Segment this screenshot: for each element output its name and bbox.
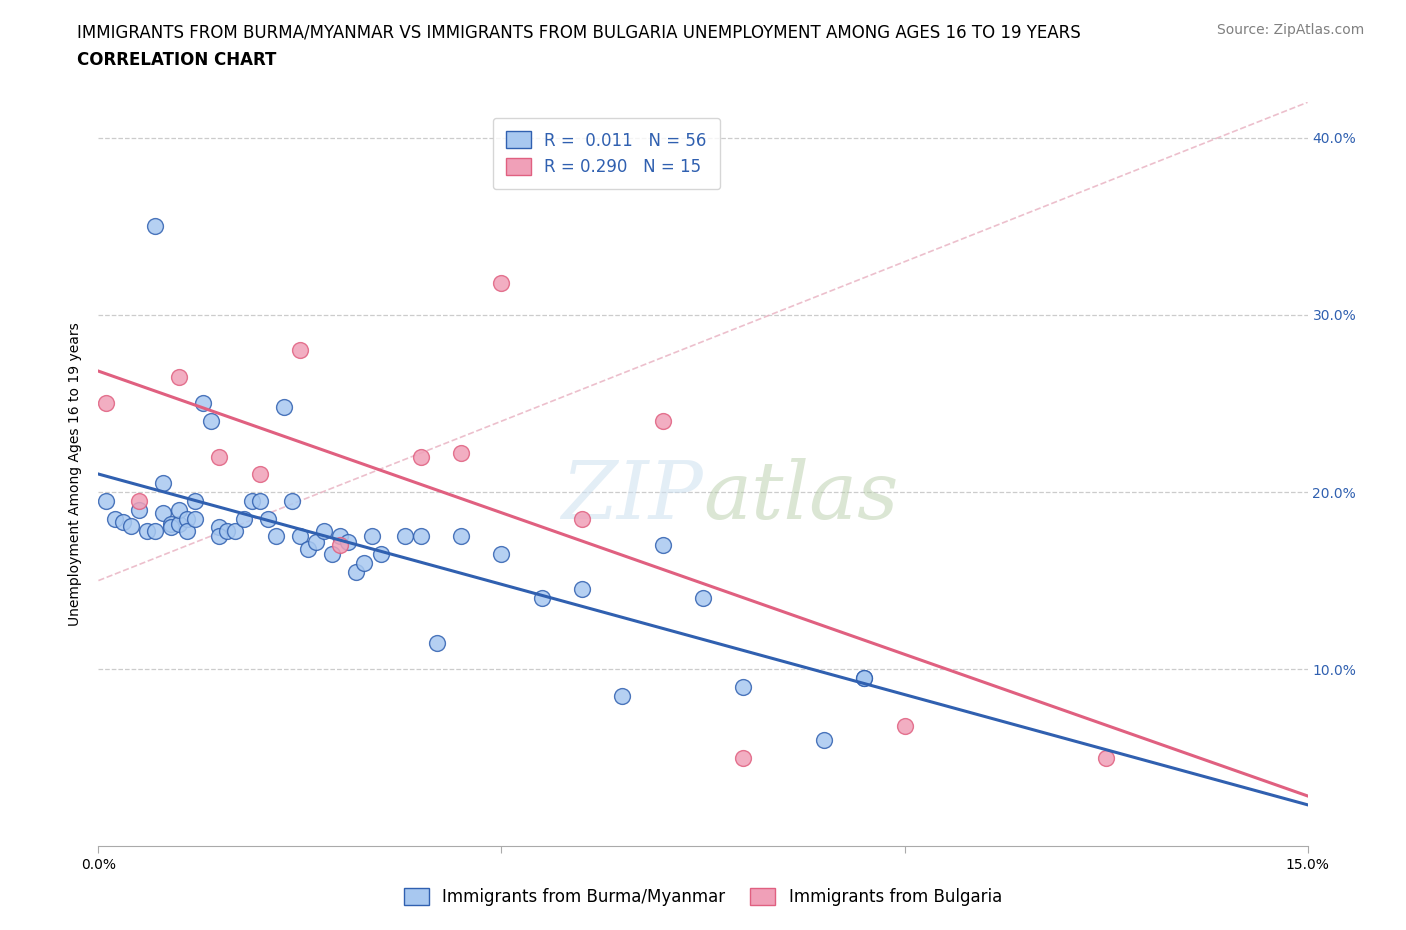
Point	[426, 635, 449, 650]
Point	[394, 529, 416, 544]
Text: ZIP: ZIP	[561, 458, 703, 536]
Point	[208, 449, 231, 464]
Point	[329, 538, 352, 552]
Point	[651, 414, 673, 429]
Point	[249, 494, 271, 509]
Point	[96, 494, 118, 509]
Point	[409, 529, 432, 544]
Point	[167, 502, 190, 517]
Text: IMMIGRANTS FROM BURMA/MYANMAR VS IMMIGRANTS FROM BULGARIA UNEMPLOYMENT AMONG AGE: IMMIGRANTS FROM BURMA/MYANMAR VS IMMIGRA…	[77, 23, 1081, 41]
Text: Source: ZipAtlas.com: Source: ZipAtlas.com	[1216, 23, 1364, 37]
Point	[321, 547, 343, 562]
Point	[184, 494, 207, 509]
Point	[344, 565, 367, 579]
Point	[152, 506, 174, 521]
Point	[224, 524, 246, 538]
Point	[353, 555, 375, 570]
Point	[176, 524, 198, 538]
Point	[491, 547, 513, 562]
Legend: Immigrants from Burma/Myanmar, Immigrants from Bulgaria: Immigrants from Burma/Myanmar, Immigrant…	[398, 881, 1008, 912]
Text: atlas: atlas	[703, 458, 898, 536]
Point	[232, 512, 254, 526]
Point	[273, 400, 295, 415]
Legend: R =  0.011   N = 56, R = 0.290   N = 15: R = 0.011 N = 56, R = 0.290 N = 15	[492, 118, 720, 190]
Point	[240, 494, 263, 509]
Point	[733, 680, 755, 695]
Point	[167, 369, 190, 384]
Point	[361, 529, 384, 544]
Point	[208, 520, 231, 535]
Point	[813, 733, 835, 748]
Point	[288, 529, 311, 544]
Point	[530, 591, 553, 605]
Point	[370, 547, 392, 562]
Point	[217, 524, 239, 538]
Point	[893, 718, 915, 733]
Point	[103, 512, 125, 526]
Point	[337, 534, 360, 549]
Point	[733, 751, 755, 765]
Point	[288, 343, 311, 358]
Point	[208, 529, 231, 544]
Point	[571, 512, 593, 526]
Point	[491, 275, 513, 290]
Text: CORRELATION CHART: CORRELATION CHART	[77, 51, 277, 69]
Point	[853, 671, 876, 685]
Point	[167, 516, 190, 531]
Point	[329, 529, 352, 544]
Point	[651, 538, 673, 552]
Point	[176, 512, 198, 526]
Point	[297, 541, 319, 556]
Point	[111, 514, 134, 529]
Point	[281, 494, 304, 509]
Point	[450, 529, 472, 544]
Point	[200, 414, 222, 429]
Point	[96, 396, 118, 411]
Point	[305, 534, 328, 549]
Point	[692, 591, 714, 605]
Point	[120, 518, 142, 533]
Point	[128, 502, 150, 517]
Point	[409, 449, 432, 464]
Point	[314, 524, 336, 538]
Point	[143, 524, 166, 538]
Point	[184, 512, 207, 526]
Point	[1095, 751, 1118, 765]
Point	[152, 476, 174, 491]
Point	[571, 582, 593, 597]
Point	[128, 494, 150, 509]
Point	[249, 467, 271, 482]
Point	[143, 219, 166, 233]
Point	[450, 445, 472, 460]
Point	[160, 516, 183, 531]
Point	[264, 529, 287, 544]
Point	[193, 396, 215, 411]
Point	[853, 671, 876, 685]
Point	[160, 520, 183, 535]
Y-axis label: Unemployment Among Ages 16 to 19 years: Unemployment Among Ages 16 to 19 years	[69, 323, 83, 626]
Point	[612, 688, 634, 703]
Point	[135, 524, 157, 538]
Point	[256, 512, 278, 526]
